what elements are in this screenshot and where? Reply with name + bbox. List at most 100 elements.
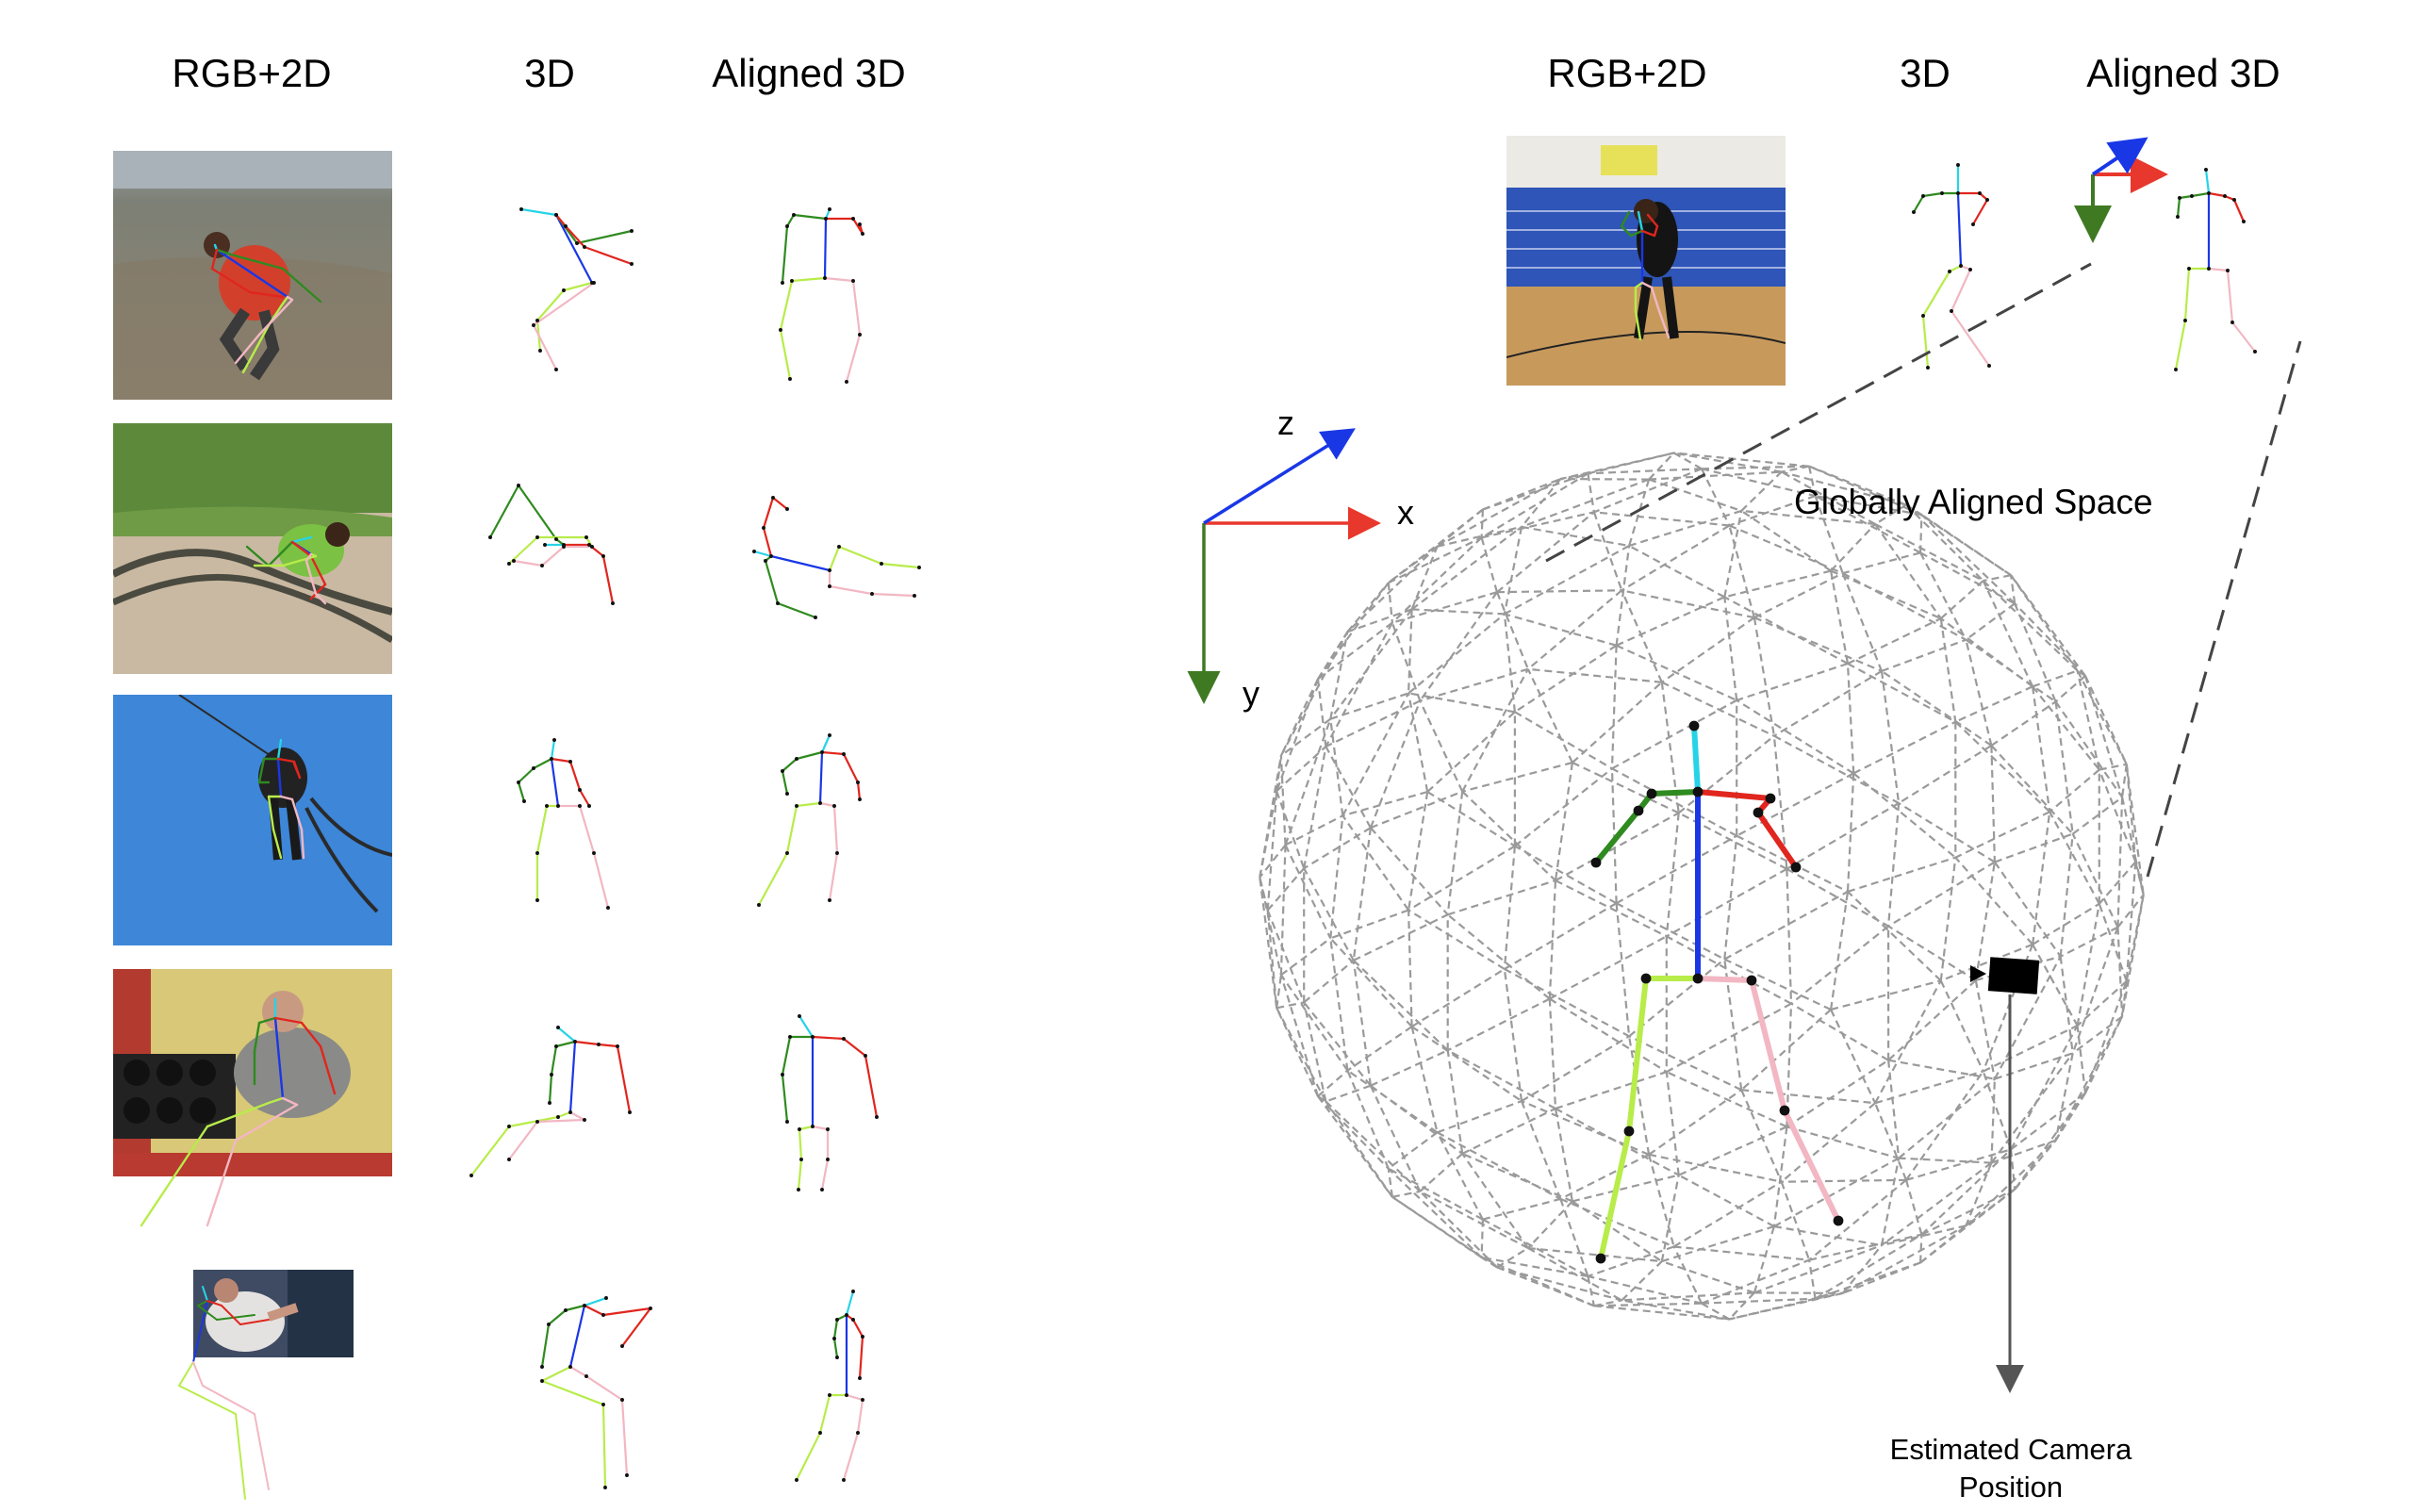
row1-aligned-skeleton-joint (824, 217, 828, 221)
sphere-wire-edge (1701, 1297, 1816, 1305)
sphere-wire-edge (1276, 975, 1282, 1009)
sphere-wire-edge (1419, 1191, 1498, 1269)
sphere-wire-edge (1370, 790, 1463, 830)
row1-aligned-skeleton-joint (858, 222, 862, 226)
basketball-aligned-skeleton-joint (2207, 267, 2211, 271)
sphere-wire-edge (1329, 718, 1344, 816)
sphere-wire-edge (1317, 621, 1393, 681)
row1-3d-skeleton-joint (538, 349, 542, 353)
sphere-wire-edge (2032, 944, 2079, 1027)
sphere-wire-edge (1846, 663, 1855, 774)
sphere-wire-edge (2049, 768, 2100, 814)
sphere-wire-edge (1753, 616, 1883, 672)
sphere-wire-edge (1266, 910, 1278, 1009)
sphere-wire-edge (1753, 1225, 1775, 1293)
sphere-wire-edge (1723, 958, 1832, 1011)
basketball-3d-skeleton-joint (1985, 198, 1989, 202)
sphere-wire-edge (1329, 815, 1344, 939)
row1-aligned-skeleton-bone (785, 213, 796, 228)
sphere-wire-edge (1325, 699, 1421, 748)
sphere-wire-edge (1842, 1261, 1921, 1294)
sphere-wire-edge (1593, 511, 1730, 527)
row4-aligned-skeleton-joint (826, 1158, 830, 1161)
row2-aligned-skeleton-joint (762, 526, 765, 530)
sphere-wire-edge (1954, 721, 2050, 813)
row4-aligned-skeleton-joint (864, 1054, 867, 1058)
row1-3d-skeleton (519, 207, 634, 371)
row5-3d-skeleton-bone (540, 1323, 551, 1369)
basketball-aligned-skeleton-bone (2178, 194, 2194, 200)
row2-3d-skeleton-joint (535, 535, 539, 539)
sphere-wire-edge (2076, 903, 2100, 1027)
sphere-wire-edge (1325, 746, 1372, 829)
sphere-wire-edge (1880, 1158, 1901, 1246)
row2-aligned-skeleton-bone (771, 496, 789, 511)
sphere-wire-edge (1842, 572, 1967, 641)
basketball-aligned-skeleton-bone (2176, 196, 2181, 219)
row5-aligned-skeleton-joint (861, 1398, 864, 1402)
sphere-wire-edge (1990, 1078, 1996, 1163)
row2-aligned-skeleton-joint (752, 550, 756, 553)
armwrestle-2d-overlay-bone (178, 1385, 237, 1415)
armwrestle-2d-overlay-bone (202, 1385, 255, 1415)
row2-3d-skeleton-joint (601, 554, 605, 558)
sphere-wire-edge (1588, 1274, 1703, 1305)
sphere-wire-edge (1496, 1266, 1622, 1302)
sphere-wire-edge (1993, 861, 2062, 958)
sphere-wire-edge (1329, 937, 1413, 1027)
row5-aligned-skeleton-bone (842, 1431, 860, 1482)
row1-3d-skeleton-joint (630, 229, 634, 233)
sand-2d-overlay-bone (281, 540, 294, 553)
sphere-wire-edge (2014, 602, 2057, 702)
sphere-wire-edge (1504, 902, 1618, 970)
row2-aligned-skeleton-bone (776, 601, 817, 619)
sphere-wire-edge (1899, 1157, 1992, 1164)
row5-3d-skeleton-bone (564, 1304, 586, 1312)
camera-caption-line2: Position (1958, 1471, 2064, 1504)
sphere-wire-edge (1559, 1197, 1675, 1248)
sphere-wire-edge (1990, 700, 2057, 747)
row5-aligned-skeleton-bone (851, 1318, 864, 1339)
row3-aligned-skeleton-joint (795, 757, 798, 761)
sphere-wire-edge (1847, 617, 1942, 665)
sphere-wire-edge (1426, 711, 1516, 793)
basketball-2d-overlay-bone (1640, 281, 1654, 289)
sphere-wire-edge (1661, 1224, 1775, 1263)
row2-aligned-skeleton-bone (828, 584, 874, 596)
row1-aligned-skeleton-joint (788, 377, 792, 381)
sphere-wire-edge (1628, 545, 1725, 599)
row1-3d-skeleton-joint (562, 288, 566, 292)
row3-3d-skeleton (517, 738, 610, 910)
sphere-wire-edge (2054, 700, 2124, 798)
row1-3d-skeleton-joint (535, 319, 539, 322)
sphere-wire-edge (1673, 452, 1703, 470)
gym-2d-overlay-bone (253, 1021, 261, 1053)
row2-aligned-skeleton-joint (776, 601, 780, 605)
sphere-wire-edge (1279, 845, 1287, 976)
sphere-wire-edge (1407, 791, 1429, 911)
sphere-wire-edge (1391, 536, 1483, 624)
sphere-wire-edge (1841, 572, 1884, 672)
sphere-skeleton-joint (1753, 807, 1764, 818)
sand-2d-overlay-bone (290, 535, 313, 544)
basketball-aligned-skeleton-joint (2178, 196, 2181, 200)
row2-aligned-skeleton-joint (870, 592, 874, 596)
sphere-wire-edge (1790, 1002, 1889, 1061)
sphere-wire-edge (1419, 1190, 1529, 1249)
sky-2d-overlay-bone (267, 795, 275, 831)
sphere-wire-edge (1317, 1095, 1390, 1170)
sphere-wire-edge (1648, 452, 1675, 481)
row1-aligned-skeleton-bone (781, 224, 789, 285)
sphere-wire-edge (1527, 1247, 1622, 1302)
gym-2d-overlay-bone (319, 1044, 337, 1095)
basketball-3d-skeleton-joint (1950, 309, 1953, 313)
row2-3d-skeleton-joint (584, 535, 588, 539)
sphere-wire-edge (1514, 644, 1618, 714)
row1-3d-skeleton-bone (535, 288, 566, 322)
row2-aligned-skeleton-joint (764, 559, 767, 563)
row4-aligned-skeleton-bone (811, 1125, 830, 1131)
sphere-wire-edge (1660, 1175, 1680, 1262)
basketball-3d-skeleton-joint (1921, 314, 1925, 318)
sphere-wire-edge (1874, 503, 1907, 525)
sphere-wire-edge (1666, 1071, 1787, 1128)
